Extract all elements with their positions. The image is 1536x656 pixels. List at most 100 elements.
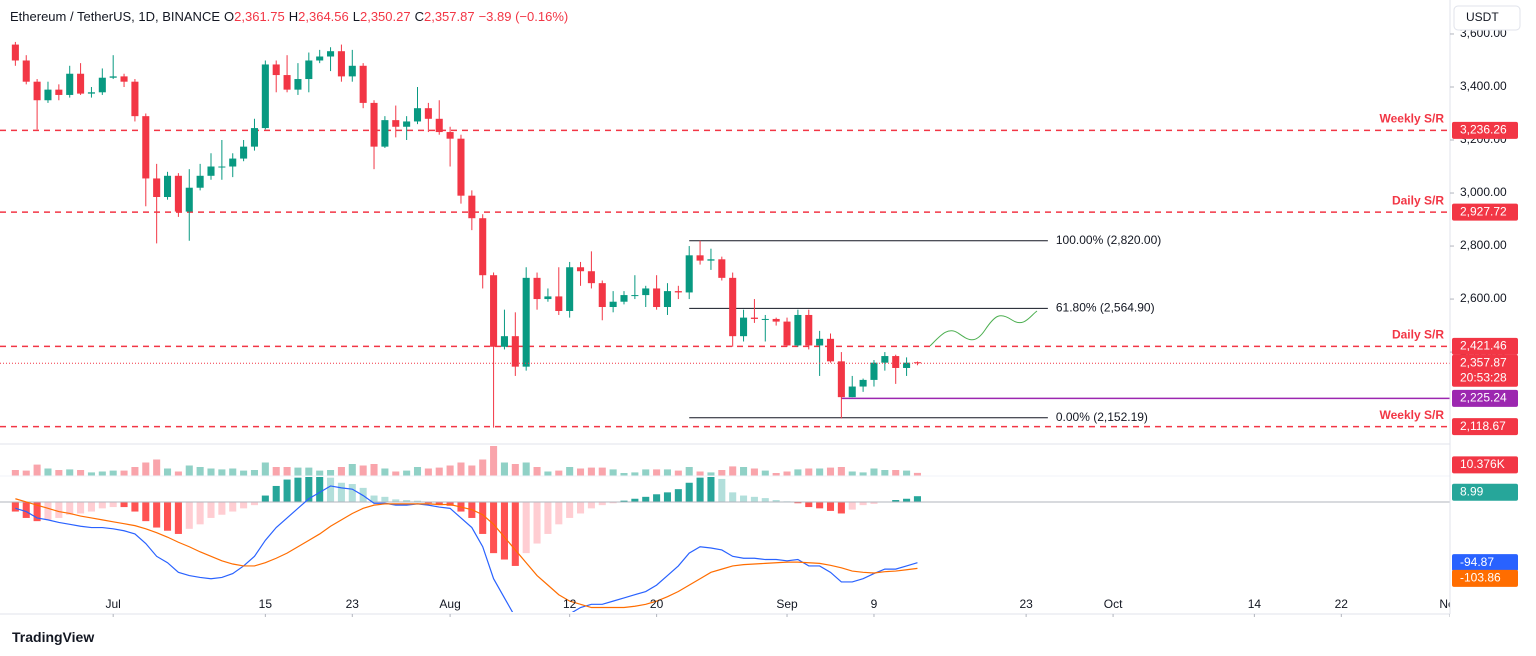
volume-bar bbox=[598, 467, 606, 476]
macd-histogram-bar bbox=[11, 501, 19, 512]
macd-histogram-bar bbox=[805, 501, 813, 508]
volume-bar bbox=[185, 465, 193, 476]
macd-histogram-bar bbox=[337, 482, 345, 502]
macd-line bbox=[15, 498, 918, 609]
ohlc-key: O bbox=[224, 9, 235, 24]
macd-histogram-bar bbox=[826, 501, 835, 511]
volume-bar bbox=[511, 464, 519, 476]
level-name: Weekly S/R bbox=[1380, 408, 1445, 422]
volume-bar bbox=[381, 468, 389, 476]
macd-histogram-bar bbox=[631, 498, 639, 502]
macd-histogram-bar bbox=[642, 496, 650, 502]
candle-body bbox=[327, 51, 335, 57]
candle-body bbox=[229, 158, 237, 167]
macd-histogram-bar bbox=[598, 501, 606, 506]
candle-body bbox=[22, 60, 30, 82]
candle-body bbox=[848, 386, 856, 398]
candle-body bbox=[913, 362, 921, 364]
macd-line-label: -94.87 bbox=[1460, 555, 1494, 569]
macd-histogram-bar bbox=[413, 500, 422, 502]
macd-histogram-bar bbox=[22, 501, 30, 518]
candle-body bbox=[272, 64, 280, 76]
macd-histogram-bar bbox=[837, 501, 845, 514]
volume-bar bbox=[685, 467, 693, 476]
ohlc-value: 2,361.75 bbox=[234, 9, 285, 24]
macd-histogram-bar bbox=[750, 496, 758, 502]
volume-bar bbox=[77, 470, 85, 476]
volume-bar bbox=[174, 471, 182, 476]
macd-pane bbox=[0, 477, 1450, 612]
candle-body bbox=[761, 318, 769, 320]
volume-bar bbox=[359, 465, 367, 476]
y-tick-label: 2,800.00 bbox=[1460, 238, 1507, 252]
volume-pane bbox=[11, 446, 921, 476]
volume-bar bbox=[272, 467, 280, 476]
candle-body bbox=[609, 301, 617, 308]
candle-body bbox=[555, 296, 563, 311]
price-scale bbox=[1450, 0, 1536, 656]
macd-histogram-bar bbox=[261, 495, 269, 502]
candle-body bbox=[566, 267, 574, 311]
volume-bar bbox=[316, 470, 324, 476]
macd-histogram-bar bbox=[816, 501, 824, 509]
volume-bar bbox=[435, 467, 443, 476]
candle-body bbox=[413, 108, 422, 122]
macd-histogram-bar bbox=[55, 501, 63, 518]
macd-histogram-bar bbox=[370, 495, 378, 502]
volume-bar bbox=[576, 468, 585, 476]
candle-body bbox=[837, 361, 845, 398]
volume-bar bbox=[566, 467, 574, 476]
ohlc-key: C bbox=[414, 9, 424, 24]
volume-bar bbox=[196, 467, 204, 476]
level-name: Daily S/R bbox=[1392, 193, 1444, 207]
macd-histogram-bar bbox=[479, 501, 487, 534]
volume-bar bbox=[250, 470, 259, 476]
candle-body bbox=[109, 76, 117, 78]
candle-body bbox=[620, 295, 628, 302]
volume-bar bbox=[848, 471, 856, 476]
candle-body bbox=[750, 317, 758, 319]
volume-bar bbox=[696, 471, 704, 476]
level-label: 2,118.67 bbox=[1460, 419, 1506, 433]
macd-histogram-bar bbox=[316, 477, 324, 502]
macd-histogram-bar bbox=[576, 501, 585, 514]
macd-histogram-bar bbox=[859, 501, 867, 506]
volume-bar bbox=[120, 470, 128, 476]
level-label-box bbox=[1452, 121, 1518, 139]
candle-body bbox=[718, 259, 726, 278]
macd-histogram-bar bbox=[892, 500, 900, 502]
macd-histogram-bar bbox=[120, 501, 128, 508]
macd-histogram-bar bbox=[435, 501, 443, 506]
macd-histogram-bar bbox=[424, 501, 432, 504]
level-label: 2,927.72 bbox=[1460, 204, 1507, 218]
volume-bar bbox=[805, 468, 813, 476]
candle-body bbox=[511, 336, 519, 367]
candle-body bbox=[533, 277, 541, 300]
macd-histogram-bar bbox=[729, 492, 737, 502]
x-tick-label: Jul bbox=[106, 597, 121, 611]
last-price-label: 2,357.87 bbox=[1460, 355, 1507, 369]
volume-bar bbox=[631, 472, 639, 476]
macd-histogram-bar bbox=[609, 501, 617, 504]
candle-body bbox=[305, 60, 313, 80]
macd-histogram-bar bbox=[131, 501, 139, 512]
scale-labels: 3,600.003,400.003,200.003,000.002,800.00… bbox=[1450, 26, 1518, 587]
candle-body bbox=[87, 92, 95, 94]
candle-body bbox=[696, 255, 704, 261]
volume-bar bbox=[609, 469, 617, 476]
macd-histogram-bar bbox=[98, 501, 106, 509]
candle-body bbox=[44, 89, 52, 101]
macd-histogram-bar bbox=[163, 501, 172, 531]
support-label: 2,225.24 bbox=[1460, 391, 1507, 405]
volume-bar bbox=[587, 467, 595, 476]
candle-body bbox=[544, 296, 552, 300]
ohlc-value: 2,364.56 bbox=[298, 9, 349, 24]
level-label: 2,421.46 bbox=[1460, 339, 1507, 353]
volume-bar bbox=[457, 462, 465, 476]
candle-body bbox=[435, 118, 443, 133]
volume-bar bbox=[218, 469, 226, 476]
macd-histogram-bar bbox=[870, 501, 878, 504]
candle-body bbox=[642, 288, 650, 296]
candle-body bbox=[240, 146, 248, 159]
